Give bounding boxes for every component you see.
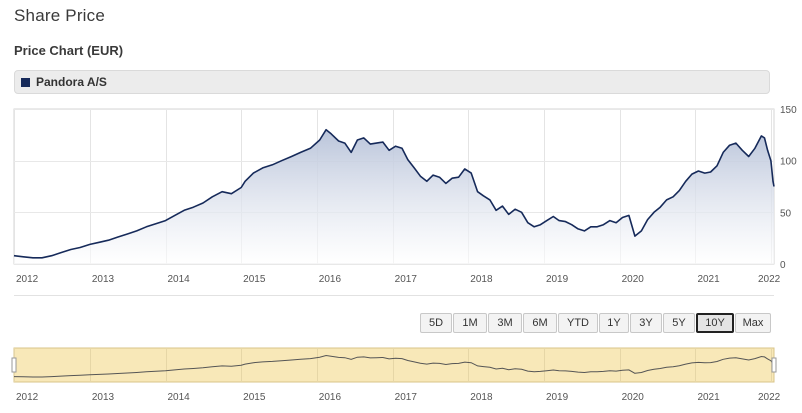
navigator-x-tick-label: 2021 xyxy=(697,392,720,403)
chart-title: Price Chart (EUR) xyxy=(14,43,124,58)
legend-label: Pandora A/S xyxy=(36,75,107,89)
navigator-x-tick-label: 2014 xyxy=(168,392,191,403)
x-tick-label: 2019 xyxy=(546,274,569,285)
x-tick-label: 2014 xyxy=(168,274,191,285)
x-tick-label: 2012 xyxy=(16,274,39,285)
y-axis: 0 50 100 150 xyxy=(780,105,797,271)
x-tick-label: 2015 xyxy=(243,274,266,285)
x-tick-label: 2020 xyxy=(622,274,645,285)
navigator-x-tick-label: 2013 xyxy=(92,392,115,403)
navigator-x-tick-label: 2019 xyxy=(546,392,569,403)
navigator-x-tick-label: 2012 xyxy=(16,392,39,403)
range-button-3y[interactable]: 3Y xyxy=(630,313,662,333)
navigator-x-tick-label: 2015 xyxy=(243,392,266,403)
page-title: Share Price xyxy=(14,6,106,25)
price-line xyxy=(13,128,775,259)
navigator-x-tick-label: 2022 xyxy=(758,392,781,403)
x-tick-label: 2018 xyxy=(470,274,493,285)
y-tick-label: 150 xyxy=(780,105,797,116)
legend-swatch xyxy=(21,78,30,87)
x-tick-label: 2017 xyxy=(395,274,418,285)
range-button-ytd[interactable]: YTD xyxy=(558,313,598,333)
range-button-max[interactable]: Max xyxy=(735,313,771,333)
range-button-5d[interactable]: 5D xyxy=(420,313,452,333)
range-button-10y[interactable]: 10Y xyxy=(696,313,734,333)
y-tick-label: 100 xyxy=(780,157,797,168)
x-tick-label: 2022 xyxy=(758,274,781,285)
navigator-x-tick-label: 2018 xyxy=(470,392,493,403)
range-button-5y[interactable]: 5Y xyxy=(663,313,695,333)
navigator-line xyxy=(13,354,775,378)
range-button-6m[interactable]: 6M xyxy=(523,313,557,333)
y-tick-label: 50 xyxy=(780,208,792,219)
navigator-x-tick-label: 2017 xyxy=(395,392,418,403)
range-button-1y[interactable]: 1Y xyxy=(599,313,629,333)
navigator[interactable] xyxy=(11,347,777,383)
navigator-handle-left[interactable] xyxy=(11,357,17,373)
navigator-x-tick-label: 2020 xyxy=(622,392,645,403)
x-axis: 2012 2013 2014 2015 2016 2017 2018 2019 2020 2021… xyxy=(16,274,781,285)
legend-bar[interactable]: Pandora A/S xyxy=(14,70,770,94)
navigator-handle-right[interactable] xyxy=(771,357,777,373)
range-button-3m[interactable]: 3M xyxy=(488,313,522,333)
navigator-x-axis: 2012 2013 2014 2015 2016 2017 2018 2019 2020 2021… xyxy=(16,392,781,403)
navigator-x-tick-label: 2016 xyxy=(319,392,342,403)
y-tick-label: 0 xyxy=(780,260,786,271)
range-button-1m[interactable]: 1M xyxy=(453,313,487,333)
x-tick-label: 2013 xyxy=(92,274,115,285)
x-tick-label: 2021 xyxy=(697,274,720,285)
price-area xyxy=(14,129,774,264)
x-tick-label: 2016 xyxy=(319,274,342,285)
